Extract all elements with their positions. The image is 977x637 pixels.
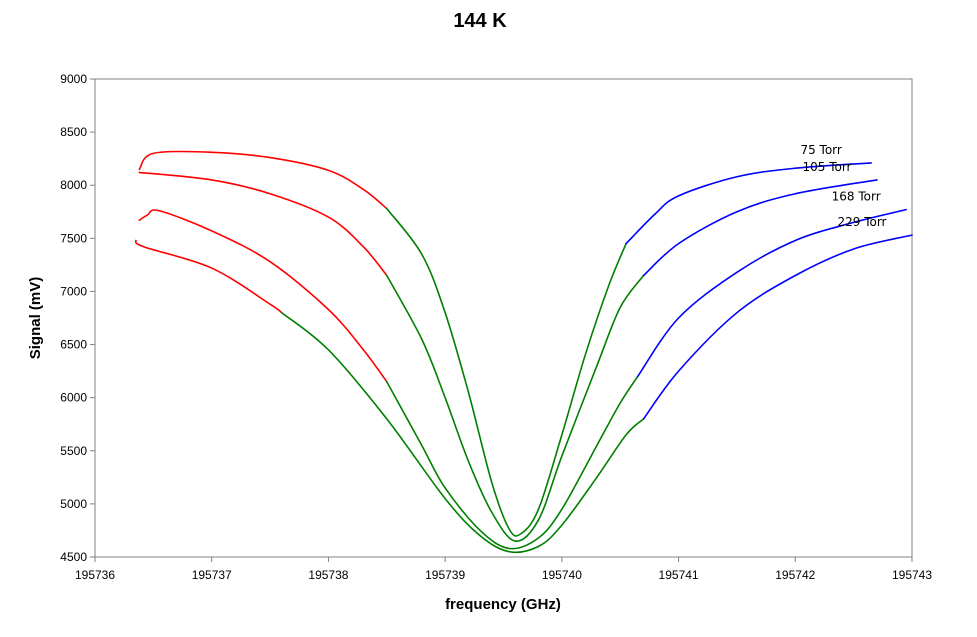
chart-title: 144 K <box>453 10 507 32</box>
series-labels: 75 Torr 105 Torr 168 Torr 229 Torr <box>800 143 886 229</box>
x-tick-label: 195738 <box>308 568 348 582</box>
y-tick-label: 6000 <box>60 391 87 405</box>
x-axis: 195736 195737 195738 195739 195740 195741 1957… <box>75 557 932 582</box>
y-axis: 4500 5000 5500 6000 6500 7000 7500 8000 8500 9000 <box>60 72 95 564</box>
y-tick-label: 8000 <box>60 178 87 192</box>
y-tick-label: 5000 <box>60 497 87 511</box>
y-tick-label: 6500 <box>60 338 87 352</box>
series-105-torr <box>138 171 878 542</box>
y-tick-label: 4500 <box>60 550 87 564</box>
series-label-75-torr: 75 Torr <box>800 143 841 157</box>
x-tick-label: 195743 <box>892 568 932 582</box>
series-line-center <box>385 375 639 550</box>
y-axis-title: Signal (mV) <box>27 277 44 360</box>
plot-area <box>94 78 913 558</box>
series-line-left-wing <box>134 239 283 314</box>
y-tick-label: 8500 <box>60 125 87 139</box>
y-tick-label: 7500 <box>60 231 87 245</box>
series-label-229-torr: 229 Torr <box>837 215 886 229</box>
x-tick-label: 195742 <box>775 568 815 582</box>
series-line-right-wing <box>625 162 872 245</box>
x-tick-label: 195740 <box>542 568 582 582</box>
x-axis-title: frequency (GHz) <box>445 596 561 613</box>
series-label-105-torr: 105 Torr <box>802 160 851 174</box>
series-line-left-wing <box>138 171 388 277</box>
y-tick-label: 7000 <box>60 284 87 298</box>
series-line-right-wing <box>642 179 878 277</box>
y-tick-label: 9000 <box>60 72 87 86</box>
series-lines <box>134 150 913 554</box>
series-line-left-wing <box>138 150 388 210</box>
series-label-168-torr: 168 Torr <box>832 190 881 204</box>
series-229-torr <box>134 234 913 554</box>
x-tick-label: 195737 <box>192 568 232 582</box>
x-tick-label: 195736 <box>75 568 115 582</box>
series-line-right-wing <box>642 234 913 420</box>
series-line-left-wing <box>138 209 388 383</box>
series-168-torr <box>138 208 907 550</box>
series-line-center <box>385 207 627 537</box>
x-tick-label: 195741 <box>659 568 699 582</box>
x-tick-label: 195739 <box>425 568 465 582</box>
series-line-right-wing <box>636 208 907 378</box>
series-line-center <box>280 311 645 554</box>
series-75-torr <box>138 150 872 537</box>
series-line-center <box>385 274 645 542</box>
y-tick-label: 5500 <box>60 444 87 458</box>
